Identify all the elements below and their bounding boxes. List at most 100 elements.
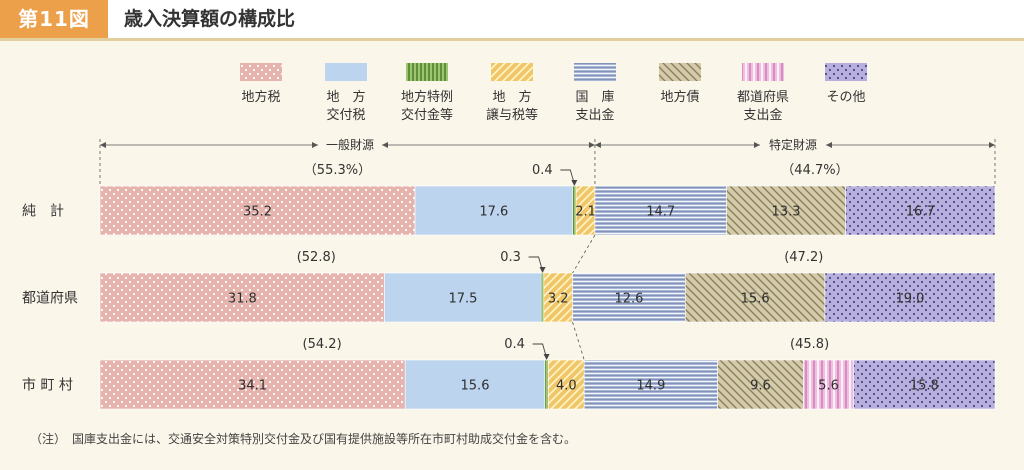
legend-item-kokko: 国 庫支出金: [574, 63, 616, 123]
bar-row: 純 計 35.2 17.6 2.1 14.7 13.3 16.7 0.4 （55.3%） （44.…: [22, 163, 996, 236]
legend-label: 譲与税等: [486, 107, 538, 123]
callout-label: 0.4: [504, 337, 525, 352]
callout-label: 0.3: [500, 250, 521, 265]
legend: 地方税地 方交付税地方特例交付金等地 方譲与税等国 庫支出金地方債 都道府県支出金…: [240, 63, 867, 123]
legend-item-chiho_sai: 地方債: [659, 63, 701, 105]
split-connector-line: [572, 234, 596, 274]
section-arrow-specific-left: [594, 142, 760, 148]
legend-label: 支出金: [575, 107, 614, 123]
bar-value-label: 16.7: [906, 205, 935, 220]
bar-segment-tokurei: [540, 272, 545, 323]
section-label-specific: 特定財源: [769, 137, 817, 152]
bar-segment-chiho_zei: [99, 359, 406, 410]
bar-value-label: 2.1: [575, 205, 596, 220]
legend-label: 国 庫: [575, 90, 614, 105]
specific-share-label: （44.7%）: [781, 163, 848, 178]
bar-value-label: 3.2: [548, 292, 569, 307]
legend-item-chiho_zei: 地方税: [240, 63, 282, 105]
legend-label: 地方債: [660, 89, 699, 105]
footnote: （注） 国庫支出金には、交通安全対策特別交付金及び国有提供施設等所在市町村助成交…: [30, 432, 577, 446]
legend-label: 交付税: [326, 107, 365, 123]
callout-label: 0.4: [532, 163, 553, 178]
figure-number: 第11図: [0, 0, 108, 38]
legend-label: 地 方: [492, 89, 531, 105]
bar-value-label: 9.6: [750, 379, 771, 394]
category-label: 市 町 村: [22, 377, 73, 394]
bar-segment-sonota: [853, 359, 996, 410]
bar-value-label: 34.1: [238, 379, 267, 394]
category-label: 都道府県: [22, 291, 78, 307]
legend-label: 支出金: [743, 107, 782, 123]
legend-swatch: [574, 63, 616, 81]
section-dividers: 一般財源 特定財源: [99, 137, 996, 185]
section-label-general: 一般財源: [326, 137, 374, 152]
bar-segment-chiho_sai: [726, 185, 846, 236]
figure-header: 第11図 歳入決算額の構成比: [0, 0, 1024, 41]
bar-value-label: 31.8: [228, 292, 257, 307]
legend-label: 地 方: [326, 89, 365, 105]
bar-segment-joyo_zei: [548, 359, 585, 410]
bar-segment-kofu_zei: [384, 272, 542, 323]
legend-swatch: [240, 63, 282, 81]
category-label: 純 計: [22, 204, 64, 220]
bar-value-label: 17.5: [448, 292, 477, 307]
bar-value-label: 15.8: [910, 379, 939, 394]
legend-swatch: [491, 63, 533, 81]
bar-segment-kofu_zei: [404, 359, 546, 410]
bar-segment-kokko: [583, 359, 718, 410]
callout-arrowhead: [543, 354, 550, 360]
bar-value-label: 15.6: [741, 292, 770, 307]
bar-value-label: 4.0: [556, 379, 577, 394]
callout-arrowhead: [539, 267, 546, 273]
bar-value-label: 15.6: [461, 379, 490, 394]
callout-leader-line: [560, 169, 575, 185]
legend-label: 交付金等: [401, 107, 453, 123]
legend-label: その他: [826, 90, 865, 105]
bar-value-label: 35.2: [243, 205, 272, 220]
specific-share-label: (45.8): [790, 337, 829, 352]
callout-leader-line: [532, 343, 548, 359]
legend-swatch: [825, 63, 867, 81]
callout-arrowhead: [571, 180, 578, 186]
specific-share-label: (47.2): [784, 250, 823, 265]
bar-segment-joyo_zei: [543, 272, 573, 323]
split-connector-line: [572, 321, 585, 361]
bar-segment-kokko: [594, 185, 727, 236]
legend-swatch: [742, 63, 784, 81]
figure-title: 歳入決算額の構成比: [124, 8, 296, 30]
legend-label: 地方特例: [401, 89, 453, 105]
bar-row: 市 町 村 34.1 15.6 4.0 14.9 9.6 5.6 15.8 0.4 (54.2) (…: [22, 337, 996, 410]
legend-swatch: [325, 63, 367, 81]
bar-value-label: 14.9: [636, 379, 665, 394]
legend-swatch: [406, 63, 448, 81]
general-share-label: （55.3%）: [304, 163, 371, 178]
callout-leader-line: [528, 256, 544, 272]
general-share-label: (52.8): [297, 250, 336, 265]
legend-item-sonota: その他: [825, 63, 867, 105]
general-share-label: (54.2): [303, 337, 342, 352]
bar-segment-tokurei: [544, 359, 549, 410]
bar-segment-chiho_sai: [717, 359, 804, 410]
bar-value-label: 13.3: [772, 205, 801, 220]
bar-segment-kofu_zei: [414, 185, 573, 236]
bars: 純 計 35.2 17.6 2.1 14.7 13.3 16.7 0.4 （55.3%） （44.…: [22, 163, 996, 410]
bar-value-label: 12.6: [614, 292, 643, 307]
bar-segment-sonota: [845, 185, 996, 236]
legend-swatch: [659, 63, 701, 81]
stacked-bar-chart: 地方税地 方交付税地方特例交付金等地 方譲与税等国 庫支出金地方債 都道府県支出金…: [22, 63, 996, 410]
bar-row: 都道府県 31.8 17.5 3.2 12.6 15.6 19.0 0.3 (52.8) (47.…: [22, 250, 996, 323]
bar-segment-chiho_zei: [99, 272, 385, 323]
section-arrow-general-left: [100, 142, 318, 148]
bar-value-label: 17.6: [479, 205, 508, 220]
legend-label: 地方税: [241, 89, 280, 105]
bar-segment-sonota: [824, 272, 996, 323]
bar-segment-chiho_zei: [99, 185, 416, 236]
bar-value-label: 14.7: [646, 205, 675, 220]
legend-label: 都道府県: [737, 90, 789, 105]
section-arrow-general-right: [382, 142, 595, 148]
bar-value-label: 5.6: [818, 379, 839, 394]
bar-value-label: 19.0: [895, 292, 924, 307]
